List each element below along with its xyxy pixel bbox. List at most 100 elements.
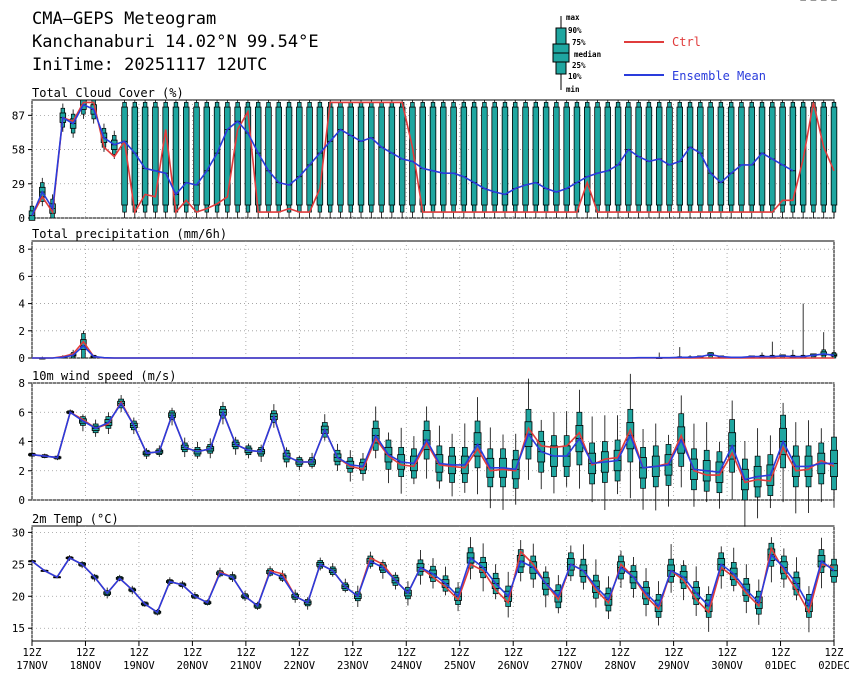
box-inner [748, 106, 755, 206]
y-tick-label: 0 [18, 494, 25, 507]
x-tick-hour-label: 12Z [397, 647, 416, 659]
x-tick-date-label: 21NOV [230, 660, 262, 672]
box-inner [337, 106, 344, 206]
y-tick-label: 58 [12, 144, 25, 157]
box-inner [604, 106, 612, 206]
box-inner [275, 106, 282, 206]
x-tick-hour-label: 12Z [664, 647, 683, 659]
x-tick-date-label: 24NOV [390, 660, 422, 672]
box-inner [224, 106, 231, 206]
y-tick-label: 30 [12, 526, 25, 539]
x-tick-hour-label: 12Z [504, 647, 523, 659]
ctrl-line [31, 400, 835, 484]
x-tick-date-label: 22NOV [284, 660, 316, 672]
box-inner [614, 106, 622, 206]
x-tick-hour-label: 12Z [183, 647, 202, 659]
y-tick-label: 4 [18, 298, 25, 311]
box-inner [296, 106, 303, 206]
box-inner [512, 106, 519, 206]
x-tick-date-label: 29NOV [658, 660, 690, 672]
x-tick-hour-label: 12Z [343, 647, 362, 659]
box-inner [697, 106, 704, 206]
x-tick-date-label: 19NOV [123, 660, 155, 672]
x-tick-date-label: 28NOV [604, 660, 636, 672]
x-tick-hour-label: 12Z [825, 647, 844, 659]
key-p25-label: 25% [572, 61, 586, 70]
x-tick-hour-label: 12Z [236, 647, 255, 659]
key-max-label: max [566, 13, 580, 22]
box-inner [244, 106, 252, 206]
box-inner [152, 106, 159, 206]
box-inner [522, 106, 529, 206]
box-inner [481, 106, 488, 206]
y-tick-label: 20 [12, 590, 25, 603]
y-tick-label: 87 [12, 109, 25, 122]
box-inner [162, 106, 169, 206]
ensemble-mean-line [31, 103, 794, 216]
y-tick-label: 2 [18, 465, 25, 478]
box-inner [378, 106, 385, 206]
meteogram-title: CMA—GEPS Meteogram [32, 9, 216, 29]
box-inner [707, 106, 714, 206]
ensemble-mean-line [32, 344, 835, 359]
y-tick-label: 0 [18, 352, 25, 365]
x-tick-date-label: 20NOV [177, 660, 209, 672]
box-inner [491, 106, 498, 206]
legend-mean-label: Ensemble Mean [672, 69, 766, 83]
key-p90-label: 90% [568, 26, 582, 35]
ctrl-line [31, 101, 835, 216]
key-p75-label: 75% [572, 38, 586, 47]
y-tick-label: 15 [12, 622, 25, 635]
box-inner [573, 106, 581, 206]
box-inner [584, 106, 591, 206]
panel-1: Total precipitation (mm/6h) 0 2 4 6 8 [18, 227, 838, 365]
box-inner [553, 106, 560, 206]
box-inner [666, 106, 673, 206]
box-inner [501, 106, 509, 206]
meteogram-location: Kanchanaburi 14.02°N 99.54°E [32, 32, 319, 52]
ensemble-boxes [28, 0, 838, 221]
x-tick-date-label: 25NOV [444, 660, 476, 672]
key-min-label: min [566, 85, 580, 94]
box-inner [306, 106, 313, 206]
box-inner [769, 106, 776, 206]
key-p10-label: 10% [568, 72, 582, 81]
x-tick-hour-label: 12Z [557, 647, 576, 659]
box-inner [789, 106, 797, 206]
x-tick-hour-label: 12Z [718, 647, 737, 659]
x-tick-hour-label: 12Z [76, 647, 95, 659]
y-tick-label: 2 [18, 325, 25, 338]
box-inner [810, 106, 817, 206]
panel-0: Total Cloud Cover (%) 0 29 58 87 [12, 0, 838, 225]
box-inner [727, 106, 735, 206]
box-inner [738, 106, 745, 206]
key-median-label: median [574, 50, 601, 59]
box-inner [213, 106, 221, 206]
y-tick-label: 4 [18, 436, 25, 449]
x-tick-date-label: 18NOV [70, 660, 102, 672]
box-inner [141, 106, 149, 206]
x-tick-date-label: 23NOV [337, 660, 369, 672]
x-tick-date-label: 27NOV [551, 660, 583, 672]
box-inner [357, 106, 365, 206]
ensemble-boxes [39, 303, 838, 360]
y-tick-label: 6 [18, 270, 25, 283]
box-inner [234, 106, 241, 206]
box-inner [717, 106, 725, 206]
x-tick-hour-label: 12Z [23, 647, 42, 659]
box-inner [655, 106, 663, 206]
panel-title: Total Cloud Cover (%) [32, 86, 184, 100]
legend-ctrl-label: Ctrl [672, 35, 701, 49]
x-tick-hour-label: 12Z [611, 647, 630, 659]
x-tick-date-label: 17NOV [16, 660, 48, 672]
panel-3: 2m Temp (°C) 15 20 25 30 [12, 512, 838, 642]
ensemble-mean-line [31, 553, 835, 614]
y-tick-label: 29 [12, 178, 25, 191]
box-inner [645, 106, 653, 206]
box-inner [686, 106, 694, 206]
y-tick-label: 25 [12, 558, 25, 571]
box-inner [368, 106, 375, 206]
box-inner [388, 106, 396, 206]
panel-2: 10m wind speed (m/s) 0 2 4 6 8 [18, 369, 838, 527]
